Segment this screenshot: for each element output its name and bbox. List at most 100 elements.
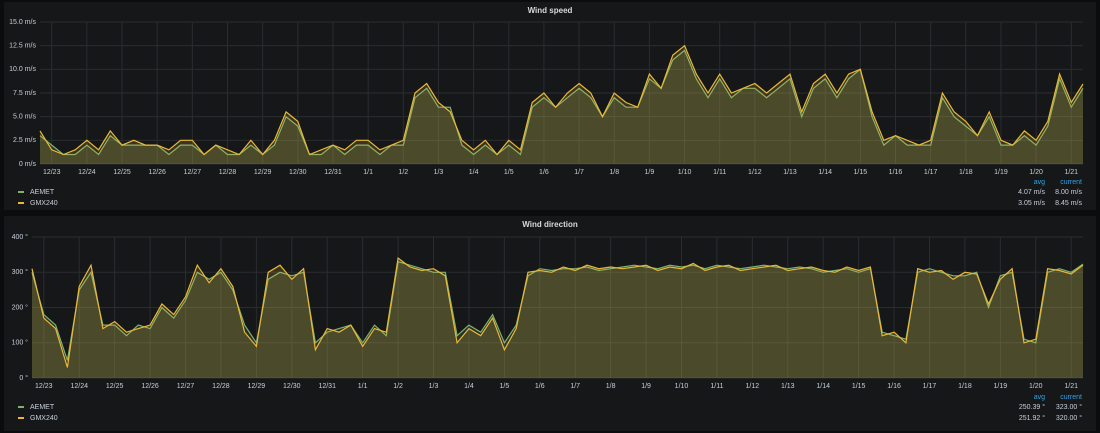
legend-label[interactable]: GMX240: [30, 200, 58, 207]
series-area: [40, 45, 1083, 165]
legend-column-header: avg: [1034, 394, 1045, 401]
x-tick-label: 1/4: [469, 169, 479, 176]
x-tick-label: 12/28: [212, 383, 230, 390]
y-tick-label: 2.5 m/s: [13, 137, 36, 144]
legend-avg: 4.07 m/s: [1018, 189, 1045, 196]
x-tick-label: 1/20: [1029, 169, 1043, 176]
x-tick-label: 12/30: [283, 383, 301, 390]
x-tick-label: 1/16: [889, 169, 903, 176]
legend-avg: 251.92 °: [1019, 414, 1045, 422]
legend-swatch[interactable]: [18, 191, 24, 193]
panel-title: Wind direction: [522, 220, 578, 229]
x-tick-label: 12/24: [70, 383, 88, 390]
y-tick-label: 5.0 m/s: [13, 114, 36, 121]
x-tick-label: 1/13: [783, 169, 797, 176]
x-tick-label: 1/4: [464, 383, 474, 390]
x-tick-label: 1/21: [1064, 383, 1078, 390]
y-tick-label: 100 °: [12, 339, 29, 347]
y-tick-label: 400 °: [12, 233, 29, 241]
x-tick-label: 1/6: [539, 169, 549, 176]
legend-avg: 250.39 °: [1019, 403, 1045, 411]
legend-swatch[interactable]: [18, 417, 24, 419]
legend-current: 320.00 °: [1056, 414, 1082, 422]
x-tick-label: 12/31: [318, 383, 336, 390]
x-tick-label: 1/5: [504, 169, 514, 176]
x-tick-label: 1/19: [994, 169, 1008, 176]
x-tick-label: 1/18: [959, 169, 973, 176]
x-tick-label: 1/15: [852, 383, 866, 390]
x-tick-label: 1/19: [994, 383, 1008, 390]
legend-swatch[interactable]: [18, 406, 24, 408]
legend-label[interactable]: GMX240: [30, 415, 58, 422]
x-tick-label: 1/9: [645, 169, 655, 176]
x-tick-label: 1/7: [574, 169, 584, 176]
x-tick-label: 12/29: [254, 169, 272, 176]
x-tick-label: 1/21: [1064, 169, 1078, 176]
x-tick-label: 1/10: [678, 169, 692, 176]
x-tick-label: 1/15: [854, 169, 868, 176]
x-tick-label: 12/25: [106, 383, 124, 390]
x-tick-label: 1/2: [398, 169, 408, 176]
legend-swatch[interactable]: [18, 202, 24, 204]
series-area: [32, 258, 1083, 378]
series-line: [31, 257, 1084, 368]
x-tick-label: 12/26: [141, 383, 159, 390]
x-tick-label: 1/14: [818, 169, 832, 176]
x-tick-label: 1/17: [923, 383, 937, 390]
y-tick-label: 15.0 m/s: [9, 19, 36, 26]
legend-current: 8.00 m/s: [1055, 189, 1082, 196]
y-tick-label: 7.5 m/s: [13, 90, 36, 97]
x-tick-label: 1/12: [748, 169, 762, 176]
x-tick-label: 12/27: [177, 383, 195, 390]
x-tick-label: 1/8: [609, 169, 619, 176]
legend-current: 8.45 m/s: [1055, 200, 1082, 207]
legend-current: 323.00 °: [1056, 403, 1082, 411]
x-tick-label: 1/2: [393, 383, 403, 390]
legend-label[interactable]: AEMET: [30, 404, 55, 411]
legend-column-header: current: [1060, 179, 1082, 186]
x-tick-label: 12/24: [78, 169, 96, 176]
y-tick-label: 0 m/s: [19, 161, 37, 168]
legend-label[interactable]: AEMET: [30, 189, 55, 196]
x-tick-label: 1/12: [746, 383, 760, 390]
x-tick-label: 12/26: [148, 169, 166, 176]
series-area: [40, 50, 1083, 164]
x-tick-label: 1/17: [924, 169, 938, 176]
x-tick-label: 12/23: [35, 383, 53, 390]
x-tick-label: 1/18: [958, 383, 972, 390]
x-tick-label: 12/27: [184, 169, 202, 176]
x-tick-label: 12/29: [248, 383, 266, 390]
legend-column-header: current: [1060, 394, 1082, 401]
x-tick-label: 1/16: [887, 383, 901, 390]
legend-avg: 3.05 m/s: [1018, 200, 1045, 207]
series-area: [32, 261, 1083, 378]
panel-title: Wind speed: [528, 6, 573, 15]
x-tick-label: 1/8: [606, 383, 616, 390]
x-tick-label: 1/1: [358, 383, 368, 390]
x-tick-label: 1/3: [429, 383, 439, 390]
panel: [4, 2, 1096, 210]
y-tick-label: 0 °: [19, 374, 28, 382]
x-tick-label: 1/7: [570, 383, 580, 390]
x-tick-label: 1/14: [816, 383, 830, 390]
x-tick-label: 1/13: [781, 383, 795, 390]
x-tick-label: 1/6: [535, 383, 545, 390]
x-tick-label: 1/11: [713, 169, 726, 176]
y-tick-label: 10.0 m/s: [9, 66, 36, 73]
y-tick-label: 12.5 m/s: [9, 43, 36, 50]
legend-column-header: avg: [1034, 179, 1045, 186]
x-tick-label: 12/23: [43, 169, 61, 176]
x-tick-label: 1/11: [710, 383, 723, 390]
x-tick-label: 1/3: [434, 169, 444, 176]
y-tick-label: 300 °: [12, 268, 29, 276]
x-tick-label: 12/30: [289, 169, 307, 176]
x-tick-label: 1/5: [499, 383, 509, 390]
x-tick-label: 12/31: [324, 169, 342, 176]
x-tick-label: 12/28: [219, 169, 237, 176]
x-tick-label: 1/10: [675, 383, 689, 390]
x-tick-label: 1/1: [363, 169, 373, 176]
x-tick-label: 1/9: [641, 383, 651, 390]
series-line: [39, 44, 1084, 156]
